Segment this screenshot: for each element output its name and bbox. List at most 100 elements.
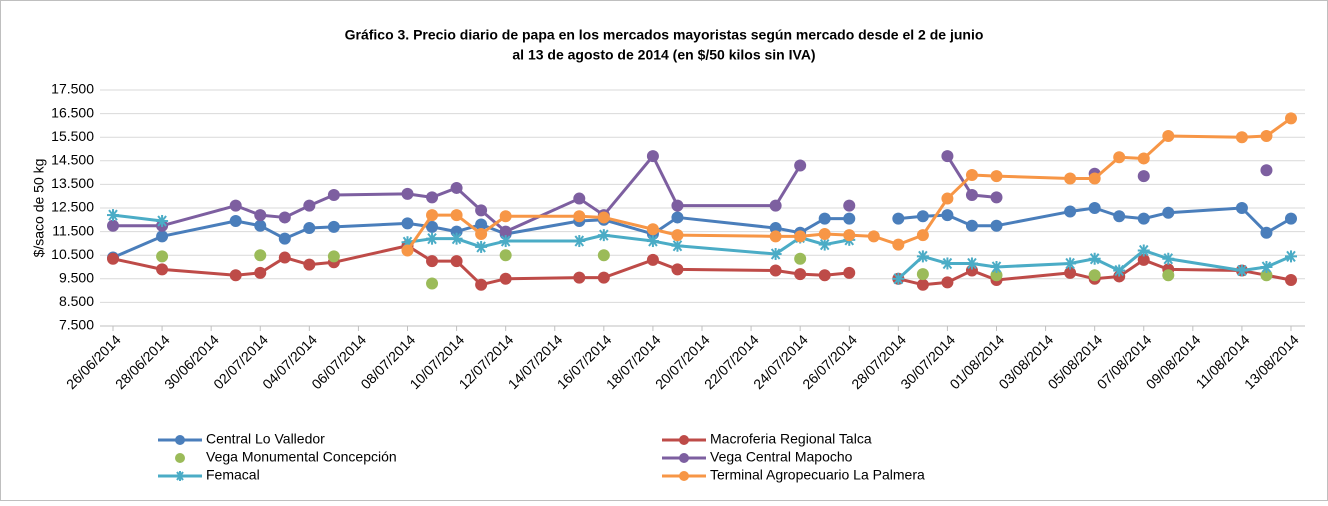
marker <box>769 264 782 277</box>
y-tick-label: 13.500 <box>51 175 94 191</box>
marker <box>990 261 1003 273</box>
marker <box>597 211 610 224</box>
marker <box>426 277 439 290</box>
marker <box>426 191 439 204</box>
marker <box>450 209 463 222</box>
marker <box>1088 252 1101 265</box>
marker <box>1260 261 1273 273</box>
marker <box>941 276 954 289</box>
marker <box>499 210 512 223</box>
marker <box>156 230 169 243</box>
marker <box>671 229 684 242</box>
marker <box>597 249 610 262</box>
marker <box>1088 202 1101 214</box>
marker <box>107 252 119 265</box>
legend-label: Femacal <box>206 467 260 483</box>
marker <box>916 229 929 242</box>
marker <box>1285 273 1297 286</box>
marker <box>990 219 1003 232</box>
marker <box>450 181 463 194</box>
marker <box>818 227 831 240</box>
marker <box>965 257 978 270</box>
y-tick-label: 16.500 <box>51 104 94 120</box>
marker <box>1064 172 1077 185</box>
y-tick-label: 11.500 <box>52 222 94 238</box>
marker <box>254 249 267 262</box>
marker <box>229 214 242 227</box>
marker <box>1260 226 1273 239</box>
marker <box>818 238 831 251</box>
marker <box>475 204 488 217</box>
marker <box>965 168 978 181</box>
marker <box>573 271 586 284</box>
y-tick-label: 12.500 <box>51 199 94 215</box>
marker <box>794 230 807 243</box>
marker <box>671 239 684 252</box>
marker <box>327 189 340 202</box>
marker <box>1235 131 1248 144</box>
marker <box>597 229 610 242</box>
marker <box>646 253 659 266</box>
marker <box>1260 164 1273 177</box>
marker <box>646 150 659 163</box>
marker <box>1113 151 1126 164</box>
marker <box>1113 264 1126 277</box>
marker <box>1285 112 1297 125</box>
marker <box>941 192 954 205</box>
marker <box>794 268 807 281</box>
marker <box>818 212 831 225</box>
marker <box>867 230 880 243</box>
marker <box>769 230 782 243</box>
marker <box>499 225 512 238</box>
marker <box>1137 170 1150 183</box>
marker <box>278 211 291 224</box>
marker <box>916 278 929 291</box>
marker <box>254 209 267 222</box>
marker <box>303 258 316 271</box>
marker <box>843 229 856 242</box>
marker <box>671 263 684 276</box>
y-tick-label: 14.500 <box>51 152 94 168</box>
marker <box>1162 206 1175 219</box>
y-tick-label: 10.500 <box>51 246 94 262</box>
marker <box>1260 130 1273 143</box>
marker <box>475 240 488 253</box>
marker <box>941 150 954 163</box>
legend-marker <box>679 435 689 445</box>
marker <box>892 238 905 251</box>
marker <box>254 219 267 232</box>
marker <box>1137 253 1150 266</box>
legend-item: Vega Monumental Concepción <box>175 449 397 465</box>
marker <box>426 220 439 233</box>
marker <box>990 170 1003 183</box>
marker <box>475 218 488 231</box>
marker <box>843 212 856 225</box>
marker <box>573 235 586 248</box>
marker <box>327 250 340 263</box>
legend-label: Central Lo Valledor <box>206 431 325 447</box>
marker <box>475 278 488 291</box>
legend-item: Terminal Agropecuario La Palmera <box>662 467 925 483</box>
marker <box>1064 266 1077 279</box>
legend-marker <box>175 453 185 463</box>
marker <box>990 191 1003 204</box>
marker <box>1064 205 1077 218</box>
marker <box>916 210 929 223</box>
marker <box>229 269 242 282</box>
marker <box>892 212 905 225</box>
marker <box>1162 252 1175 265</box>
marker <box>1113 210 1126 223</box>
marker <box>597 271 610 284</box>
marker <box>499 235 512 248</box>
marker <box>1088 172 1101 185</box>
legend-marker <box>679 471 689 481</box>
marker <box>916 268 929 281</box>
chart-title: Gráfico 3. Precio diario de papa en los … <box>345 27 984 43</box>
marker <box>229 199 242 212</box>
legend-label: Terminal Agropecuario La Palmera <box>710 467 925 483</box>
y-tick-label: 17.500 <box>51 81 94 97</box>
marker <box>646 223 659 236</box>
legend-label: Vega Monumental Concepción <box>206 449 397 465</box>
